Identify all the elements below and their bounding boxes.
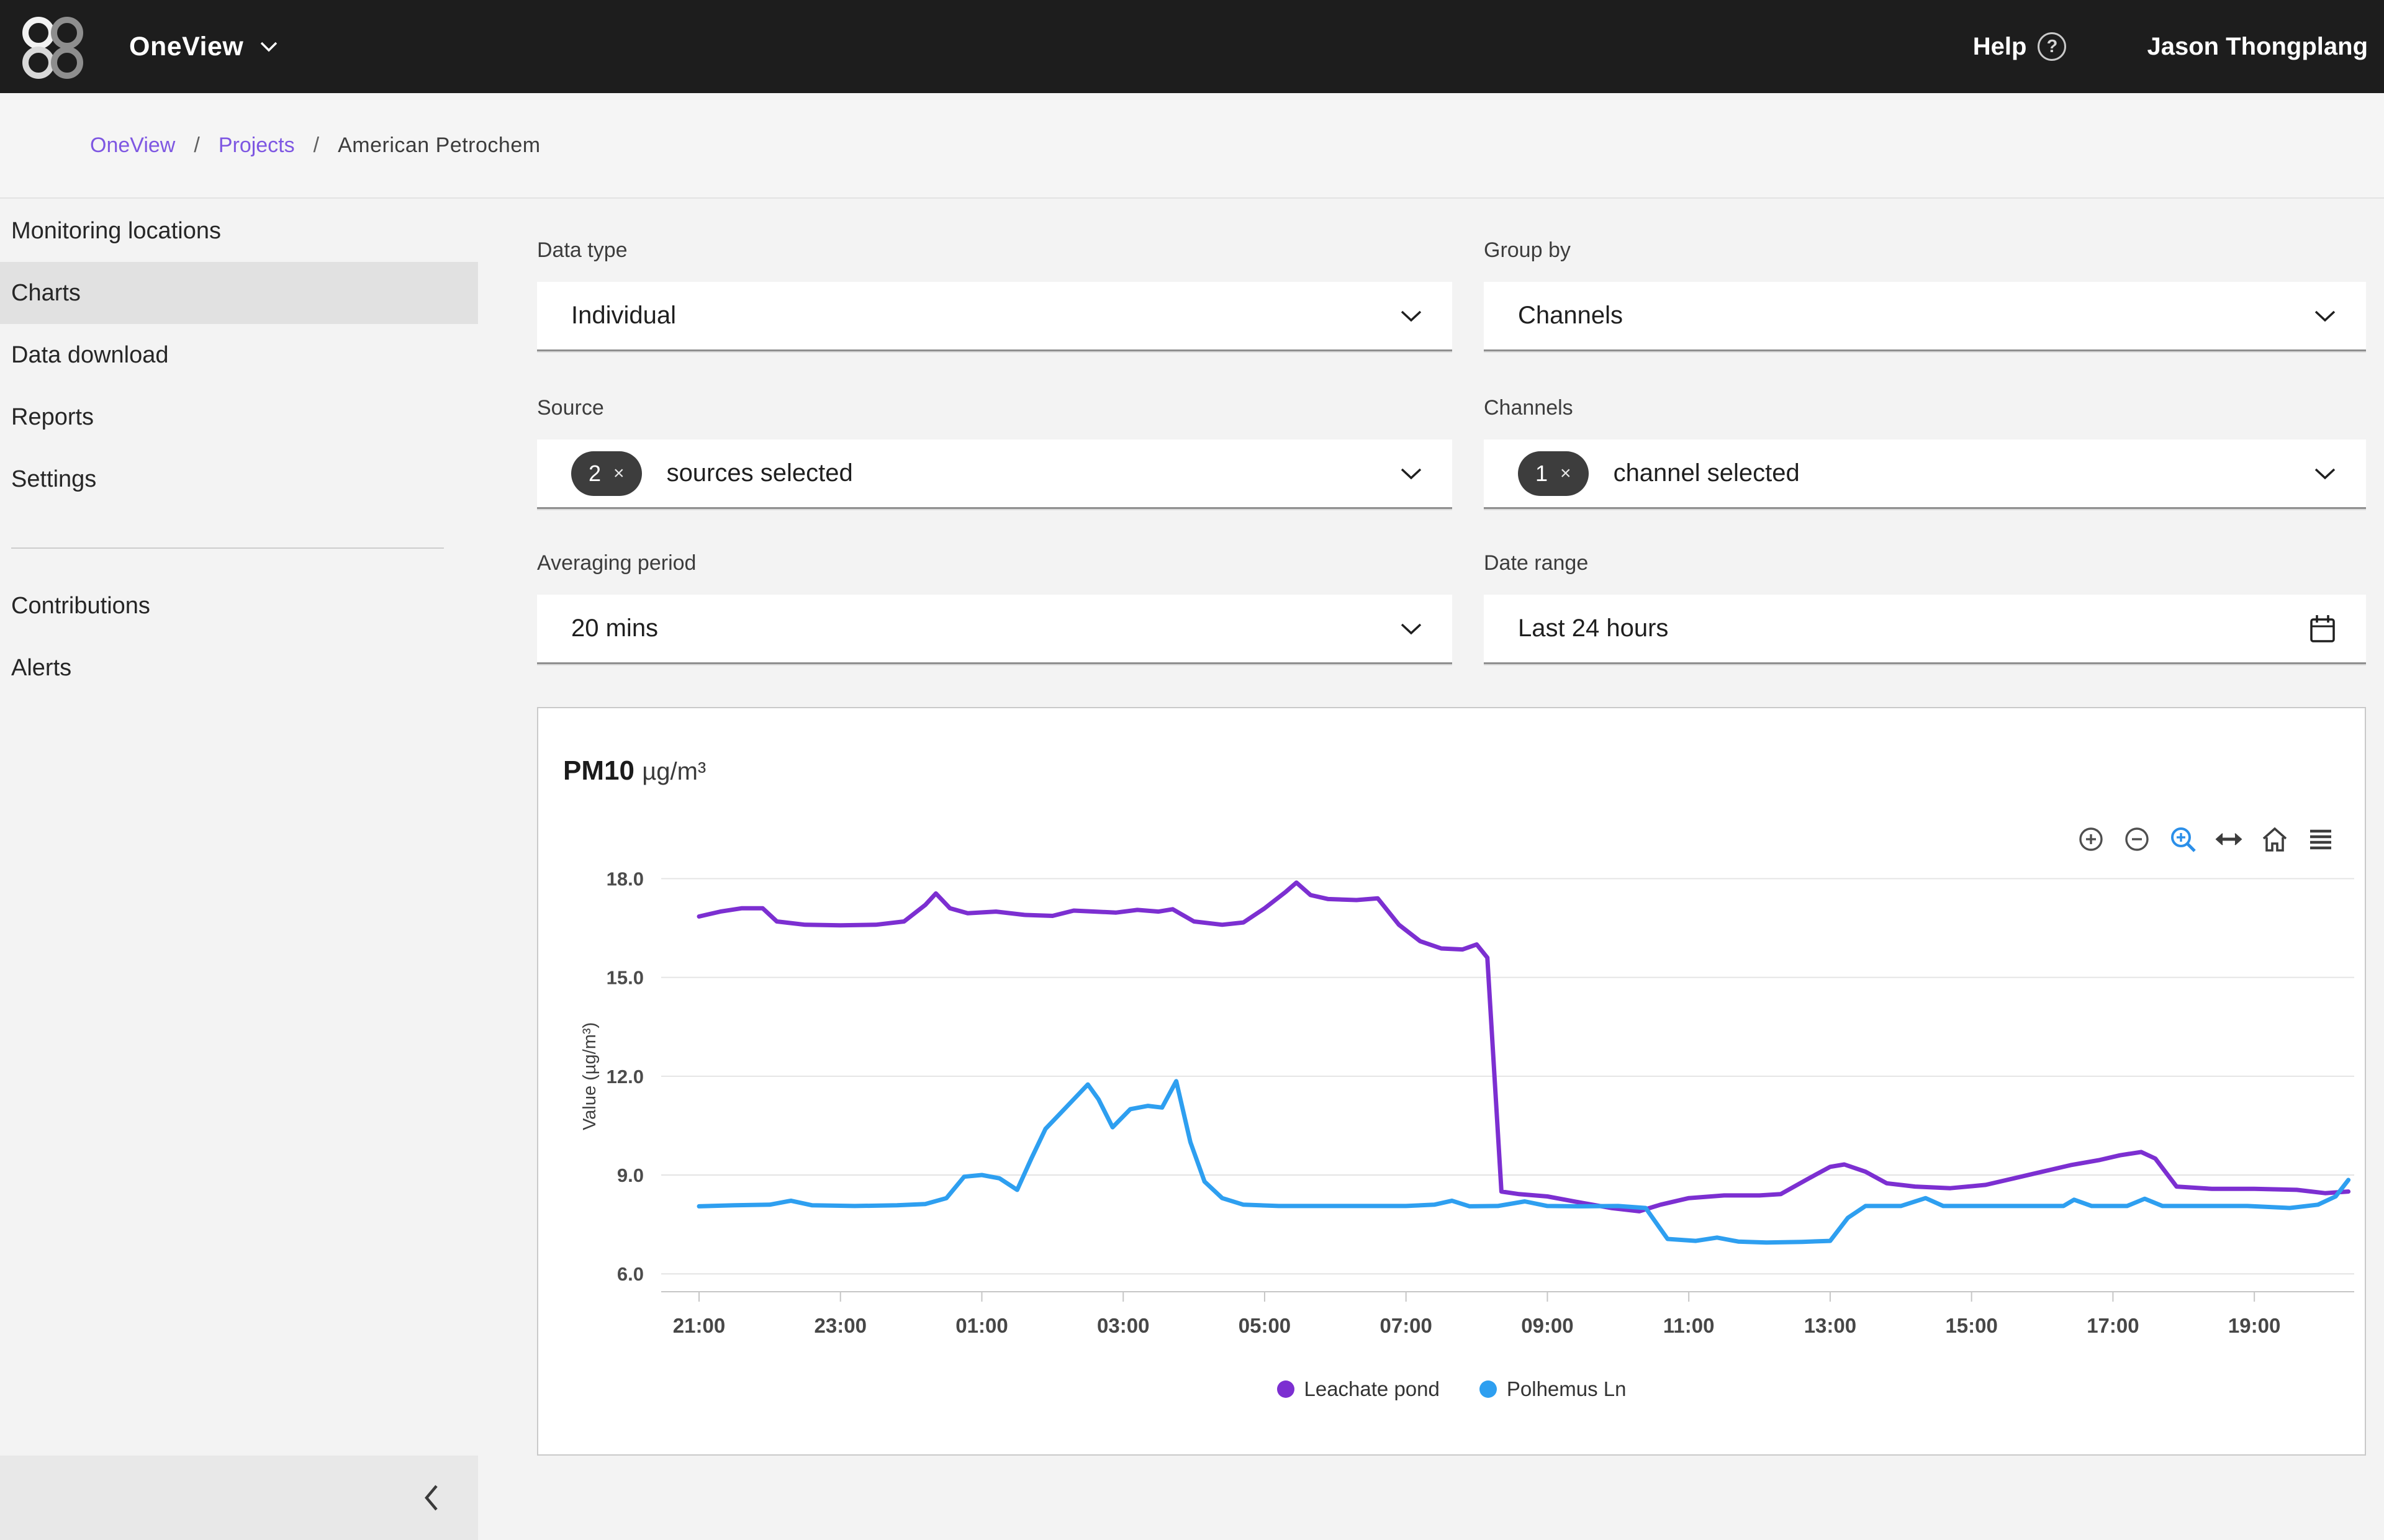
data-type-label: Data type <box>537 238 628 262</box>
series-line-0 <box>697 880 2351 1214</box>
legend-item-1[interactable]: Polhemus Ln <box>1479 1377 1627 1401</box>
help-label: Help <box>1972 32 2027 60</box>
sidebar-divider <box>11 547 444 549</box>
zoom-out-icon[interactable] <box>2123 825 2151 853</box>
channels-multiselect[interactable]: 1 × channel selected <box>1484 439 2366 509</box>
breadcrumb-current: American Petrochem <box>338 133 541 157</box>
legend-label: Polhemus Ln <box>1506 1377 1627 1400</box>
x-tick-label: 11:00 <box>1663 1314 1715 1337</box>
breadcrumb-projects[interactable]: Projects <box>218 133 295 157</box>
chevron-down-icon <box>1401 310 1422 322</box>
date-range-label: Date range <box>1484 551 1589 575</box>
source-label: Source <box>537 396 604 420</box>
sidebar-item-alerts[interactable]: Alerts <box>11 654 72 681</box>
pan-icon[interactable] <box>2215 825 2243 853</box>
chart-toolbar <box>2077 825 2335 853</box>
x-tick-label: 05:00 <box>1239 1314 1291 1337</box>
y-tick-label: 12.0 <box>607 1066 644 1087</box>
chart-title: PM10 µg/m³ <box>563 755 706 786</box>
chevron-down-icon <box>2314 310 2336 322</box>
breadcrumb-separator: / <box>194 133 200 157</box>
sidebar-item-settings[interactable]: Settings <box>11 466 97 492</box>
breadcrumb: OneView / Projects / American Petrochem <box>0 93 2384 199</box>
x-tick-label: 07:00 <box>1379 1314 1432 1337</box>
source-value: sources selected <box>666 459 853 487</box>
sidebar-item-monitoring-locations[interactable]: Monitoring locations <box>11 217 221 244</box>
channels-value: channel selected <box>1613 459 1800 487</box>
channels-label: Channels <box>1484 396 1573 420</box>
chart-card: PM10 µg/m³ <box>537 707 2366 1456</box>
y-tick-label: 18.0 <box>607 868 644 890</box>
sidebar-item-charts[interactable]: Charts <box>0 262 478 324</box>
y-tick-label: 15.0 <box>607 967 644 989</box>
group-by-select[interactable]: Channels <box>1484 282 2366 351</box>
home-icon[interactable] <box>2260 825 2289 853</box>
source-count: 2 <box>589 460 602 486</box>
y-axis-title: Value (µg/m³) <box>580 1022 600 1130</box>
chevron-down-icon <box>1401 468 1422 479</box>
x-tick-label: 15:00 <box>1945 1314 1997 1337</box>
data-type-select[interactable]: Individual <box>537 282 1452 351</box>
app-title: OneView <box>129 31 244 61</box>
date-range-value: Last 24 hours <box>1518 615 1669 642</box>
group-by-value: Channels <box>1518 302 1623 329</box>
zoom-in-icon[interactable] <box>2077 825 2105 853</box>
collapse-sidebar-icon[interactable] <box>423 1483 440 1513</box>
x-tick-label: 21:00 <box>673 1314 725 1337</box>
box-zoom-icon[interactable] <box>2169 825 2197 853</box>
chart-title-unit: µg/m³ <box>642 758 707 785</box>
channels-count: 1 <box>1535 460 1548 486</box>
app-switcher[interactable]: OneView <box>129 32 278 62</box>
legend-label: Leachate pond <box>1304 1377 1440 1400</box>
sidebar-item-data-download[interactable]: Data download <box>11 341 169 368</box>
sidebar-nav: Monitoring locations Charts Data downloa… <box>0 200 478 699</box>
top-nav: OneView Help ? Jason Thongplang <box>0 0 2384 93</box>
sidebar-item-contributions[interactable]: Contributions <box>11 592 150 619</box>
y-tick-label: 6.0 <box>617 1263 644 1285</box>
source-multiselect[interactable]: 2 × sources selected <box>537 439 1452 509</box>
clear-selection-icon[interactable]: × <box>613 462 625 484</box>
help-question-icon: ? <box>2038 32 2067 61</box>
legend-dot-icon <box>1276 1380 1294 1398</box>
date-range-picker[interactable]: Last 24 hours <box>1484 595 2366 664</box>
calendar-icon <box>2310 615 2335 642</box>
sidebar-item-reports[interactable]: Reports <box>11 403 94 430</box>
channels-count-chip[interactable]: 1 × <box>1518 451 1589 496</box>
x-tick-label: 17:00 <box>2087 1314 2139 1337</box>
x-tick-label: 03:00 <box>1097 1314 1149 1337</box>
chevron-down-icon <box>2314 468 2336 479</box>
chart-svg[interactable]: 6.0 9.0 12.0 15.0 18.0 21:00 23:00 01:00 03:00 05… <box>538 850 2367 1353</box>
clear-selection-icon[interactable]: × <box>1560 462 1571 484</box>
breadcrumb-oneview[interactable]: OneView <box>90 133 176 157</box>
averaging-period-value: 20 mins <box>571 615 659 642</box>
legend-item-0[interactable]: Leachate pond <box>1276 1377 1440 1401</box>
x-tick-label: 01:00 <box>955 1314 1008 1337</box>
x-tick-label: 19:00 <box>2228 1314 2280 1337</box>
chart-title-pollutant: PM10 <box>563 755 634 786</box>
averaging-period-select[interactable]: 20 mins <box>537 595 1452 664</box>
x-tick-label: 09:00 <box>1521 1314 1573 1337</box>
averaging-period-label: Averaging period <box>537 551 697 575</box>
source-count-chip[interactable]: 2 × <box>571 451 642 496</box>
legend-dot-icon <box>1479 1380 1497 1398</box>
chart-legend: Leachate pond Polhemus Ln <box>538 1377 2365 1401</box>
data-type-value: Individual <box>571 302 677 329</box>
series-line-1 <box>697 1079 2351 1245</box>
x-tick-label: 23:00 <box>815 1314 867 1337</box>
help-button[interactable]: Help ? <box>1973 32 2067 61</box>
x-tick-label: 13:00 <box>1804 1314 1856 1337</box>
menu-icon[interactable] <box>2306 825 2335 853</box>
breadcrumb-separator: / <box>313 133 320 157</box>
y-tick-label: 9.0 <box>617 1164 644 1186</box>
sidebar-footer <box>0 1456 478 1540</box>
group-by-label: Group by <box>1484 238 1571 262</box>
chevron-down-icon <box>261 42 278 52</box>
app-logo-icon[interactable] <box>20 14 84 79</box>
chevron-down-icon <box>1401 623 1422 634</box>
user-menu[interactable]: Jason Thongplang <box>2147 32 2368 60</box>
